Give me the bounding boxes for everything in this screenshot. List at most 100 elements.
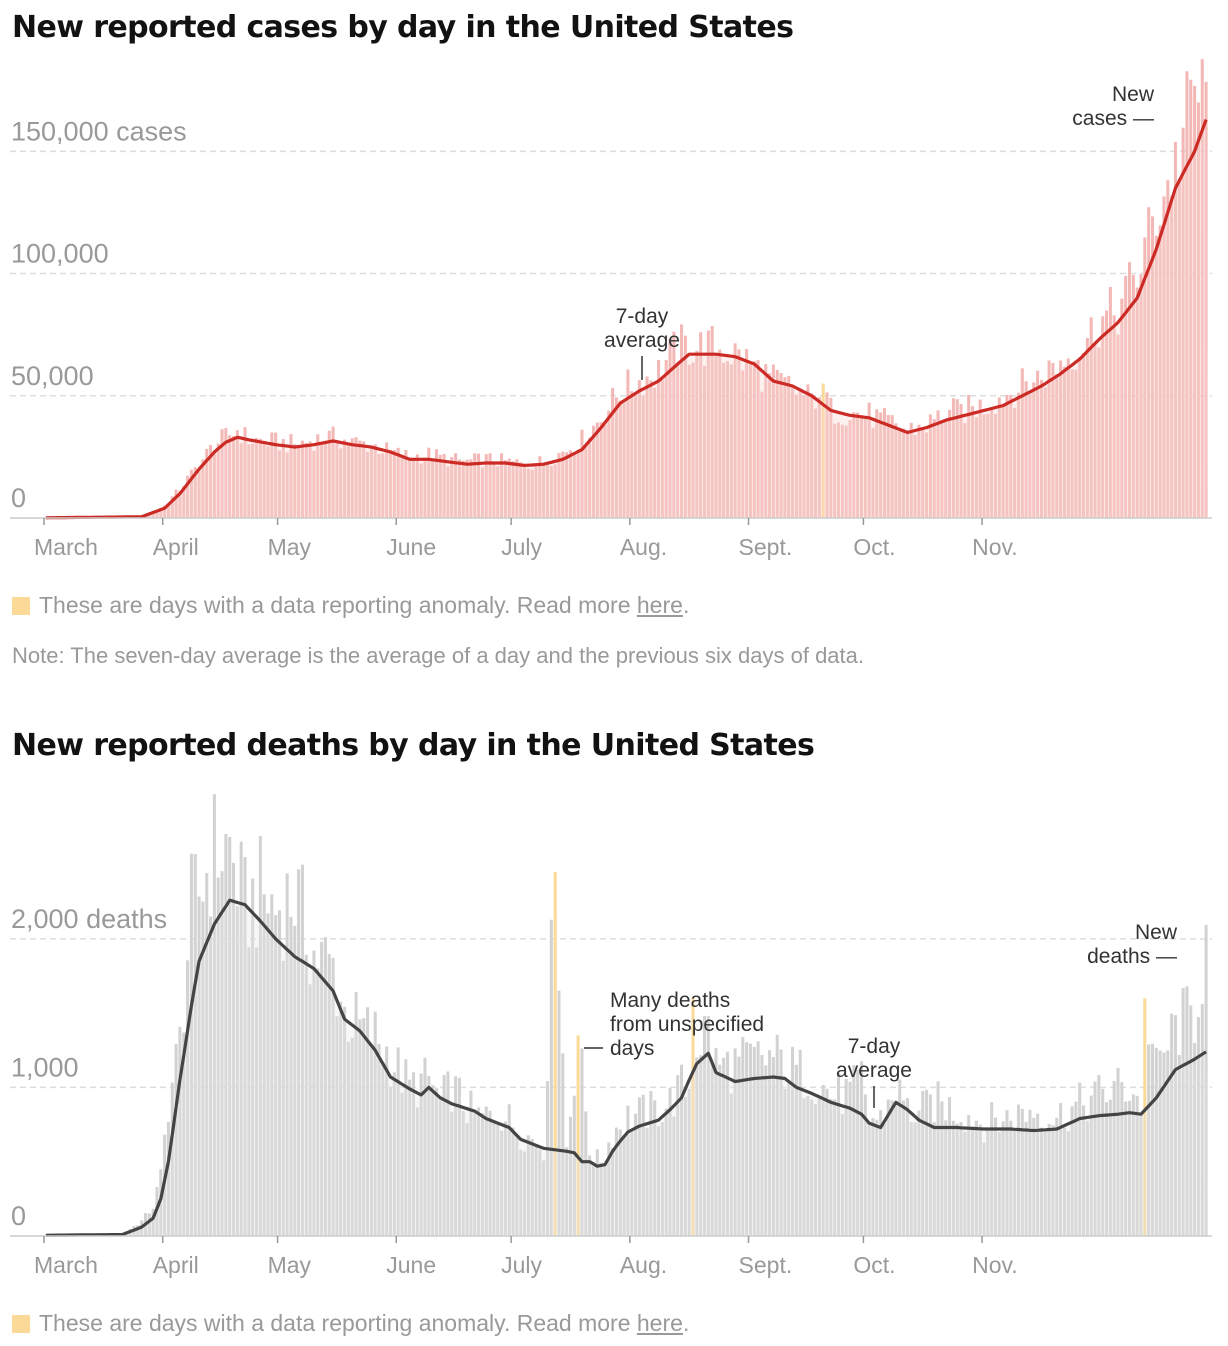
daily-bar xyxy=(519,462,523,518)
daily-bar xyxy=(599,422,603,518)
daily-bar xyxy=(1009,1120,1013,1236)
daily-bar xyxy=(917,424,921,518)
daily-bar xyxy=(890,1100,894,1236)
daily-bar xyxy=(1124,276,1128,518)
cases-legend-link[interactable]: here xyxy=(636,592,683,618)
daily-bar xyxy=(523,1151,527,1236)
daily-bar xyxy=(492,463,496,518)
daily-bar xyxy=(1204,924,1208,1236)
daily-bar xyxy=(565,1147,569,1236)
daily-bar xyxy=(396,447,400,518)
daily-bar xyxy=(461,460,465,518)
daily-bar xyxy=(902,428,906,518)
daily-bar xyxy=(178,490,182,518)
daily-bar xyxy=(1127,262,1132,518)
daily-bar xyxy=(1043,1131,1047,1236)
x-tick-label: June xyxy=(386,1252,436,1278)
daily-bar xyxy=(1051,1125,1055,1236)
daily-bar xyxy=(829,1099,833,1236)
annotation-label: Many deaths xyxy=(610,989,730,1012)
daily-bar xyxy=(572,1095,576,1236)
daily-bar xyxy=(1016,392,1020,518)
daily-bar xyxy=(833,1099,837,1236)
daily-bar xyxy=(668,1087,672,1236)
daily-bar xyxy=(829,397,833,518)
daily-bar xyxy=(327,430,331,518)
daily-bar xyxy=(745,1042,749,1236)
daily-bar xyxy=(545,1081,550,1236)
daily-bar xyxy=(285,452,289,518)
daily-bar xyxy=(438,1096,442,1236)
x-tick-label: Oct. xyxy=(853,534,895,560)
daily-bar xyxy=(515,1136,519,1236)
daily-bar xyxy=(810,1099,814,1236)
daily-bar xyxy=(725,1051,729,1236)
daily-bar xyxy=(308,441,312,518)
daily-bar xyxy=(258,835,262,1236)
daily-bar xyxy=(343,439,347,518)
deaths-legend-link[interactable]: here xyxy=(636,1310,683,1336)
daily-bar xyxy=(725,361,729,518)
daily-bar xyxy=(963,1131,967,1236)
daily-bar xyxy=(477,453,481,518)
daily-bar xyxy=(836,1073,841,1236)
daily-bar xyxy=(1193,1042,1197,1236)
daily-bar xyxy=(611,1147,615,1236)
anomaly-swatch-icon xyxy=(12,596,30,615)
daily-bar xyxy=(1059,1103,1063,1236)
daily-bar xyxy=(331,426,335,518)
daily-bar xyxy=(235,430,239,518)
daily-bar xyxy=(323,937,327,1236)
daily-bar xyxy=(1028,1109,1032,1236)
deaths-chart: 0 1,000 2,000 deaths March April May June July A… xyxy=(10,794,1212,1278)
daily-bar xyxy=(1193,85,1197,519)
daily-bar xyxy=(557,990,561,1236)
x-tick-label: Aug. xyxy=(620,534,667,560)
daily-bar xyxy=(293,444,297,518)
annotation-label: cases — xyxy=(1072,107,1154,130)
daily-bar xyxy=(1082,352,1086,518)
daily-bar xyxy=(948,409,952,518)
x-tick-label: Nov. xyxy=(972,1252,1018,1278)
daily-bar xyxy=(898,1079,902,1236)
annotation-label: from unspecified xyxy=(610,1013,764,1036)
daily-bar xyxy=(297,869,301,1236)
daily-bar xyxy=(626,369,630,518)
daily-bar xyxy=(852,1065,856,1236)
daily-bar xyxy=(561,451,565,518)
annotation-label: 7-day xyxy=(848,1035,901,1058)
daily-bar xyxy=(699,1055,703,1236)
daily-bar xyxy=(702,365,707,518)
daily-bar xyxy=(1170,196,1174,518)
daily-bar xyxy=(404,450,408,518)
daily-bar xyxy=(1116,334,1120,518)
daily-bar xyxy=(599,1162,603,1236)
daily-bar xyxy=(729,1093,733,1236)
cases-chart: 0 50,000 100,000 150,000 cases March April May… xyxy=(10,59,1212,560)
daily-bar xyxy=(1085,1120,1089,1236)
daily-bar xyxy=(454,1076,458,1236)
daily-bar xyxy=(262,440,266,518)
anomaly-bar xyxy=(576,1035,580,1236)
daily-bar xyxy=(756,1041,760,1236)
daily-bar xyxy=(603,1163,607,1236)
daily-bar xyxy=(733,1048,737,1236)
daily-bar xyxy=(775,369,779,518)
daily-bar xyxy=(209,444,213,518)
daily-bar xyxy=(484,1106,488,1236)
daily-bar xyxy=(702,1016,707,1236)
daily-bar xyxy=(1204,81,1208,518)
daily-bar xyxy=(775,1034,779,1236)
daily-bar xyxy=(431,460,435,518)
daily-bar xyxy=(951,398,955,518)
daily-bar xyxy=(350,438,354,518)
daily-bar xyxy=(442,1074,446,1236)
daily-bar xyxy=(1131,274,1135,518)
daily-bar xyxy=(944,1120,948,1236)
daily-bar xyxy=(366,451,370,518)
daily-bar xyxy=(1093,345,1097,518)
daily-bar xyxy=(1162,1052,1166,1236)
daily-bar xyxy=(496,466,500,518)
daily-bar xyxy=(239,841,243,1236)
daily-bar xyxy=(1112,1081,1116,1236)
